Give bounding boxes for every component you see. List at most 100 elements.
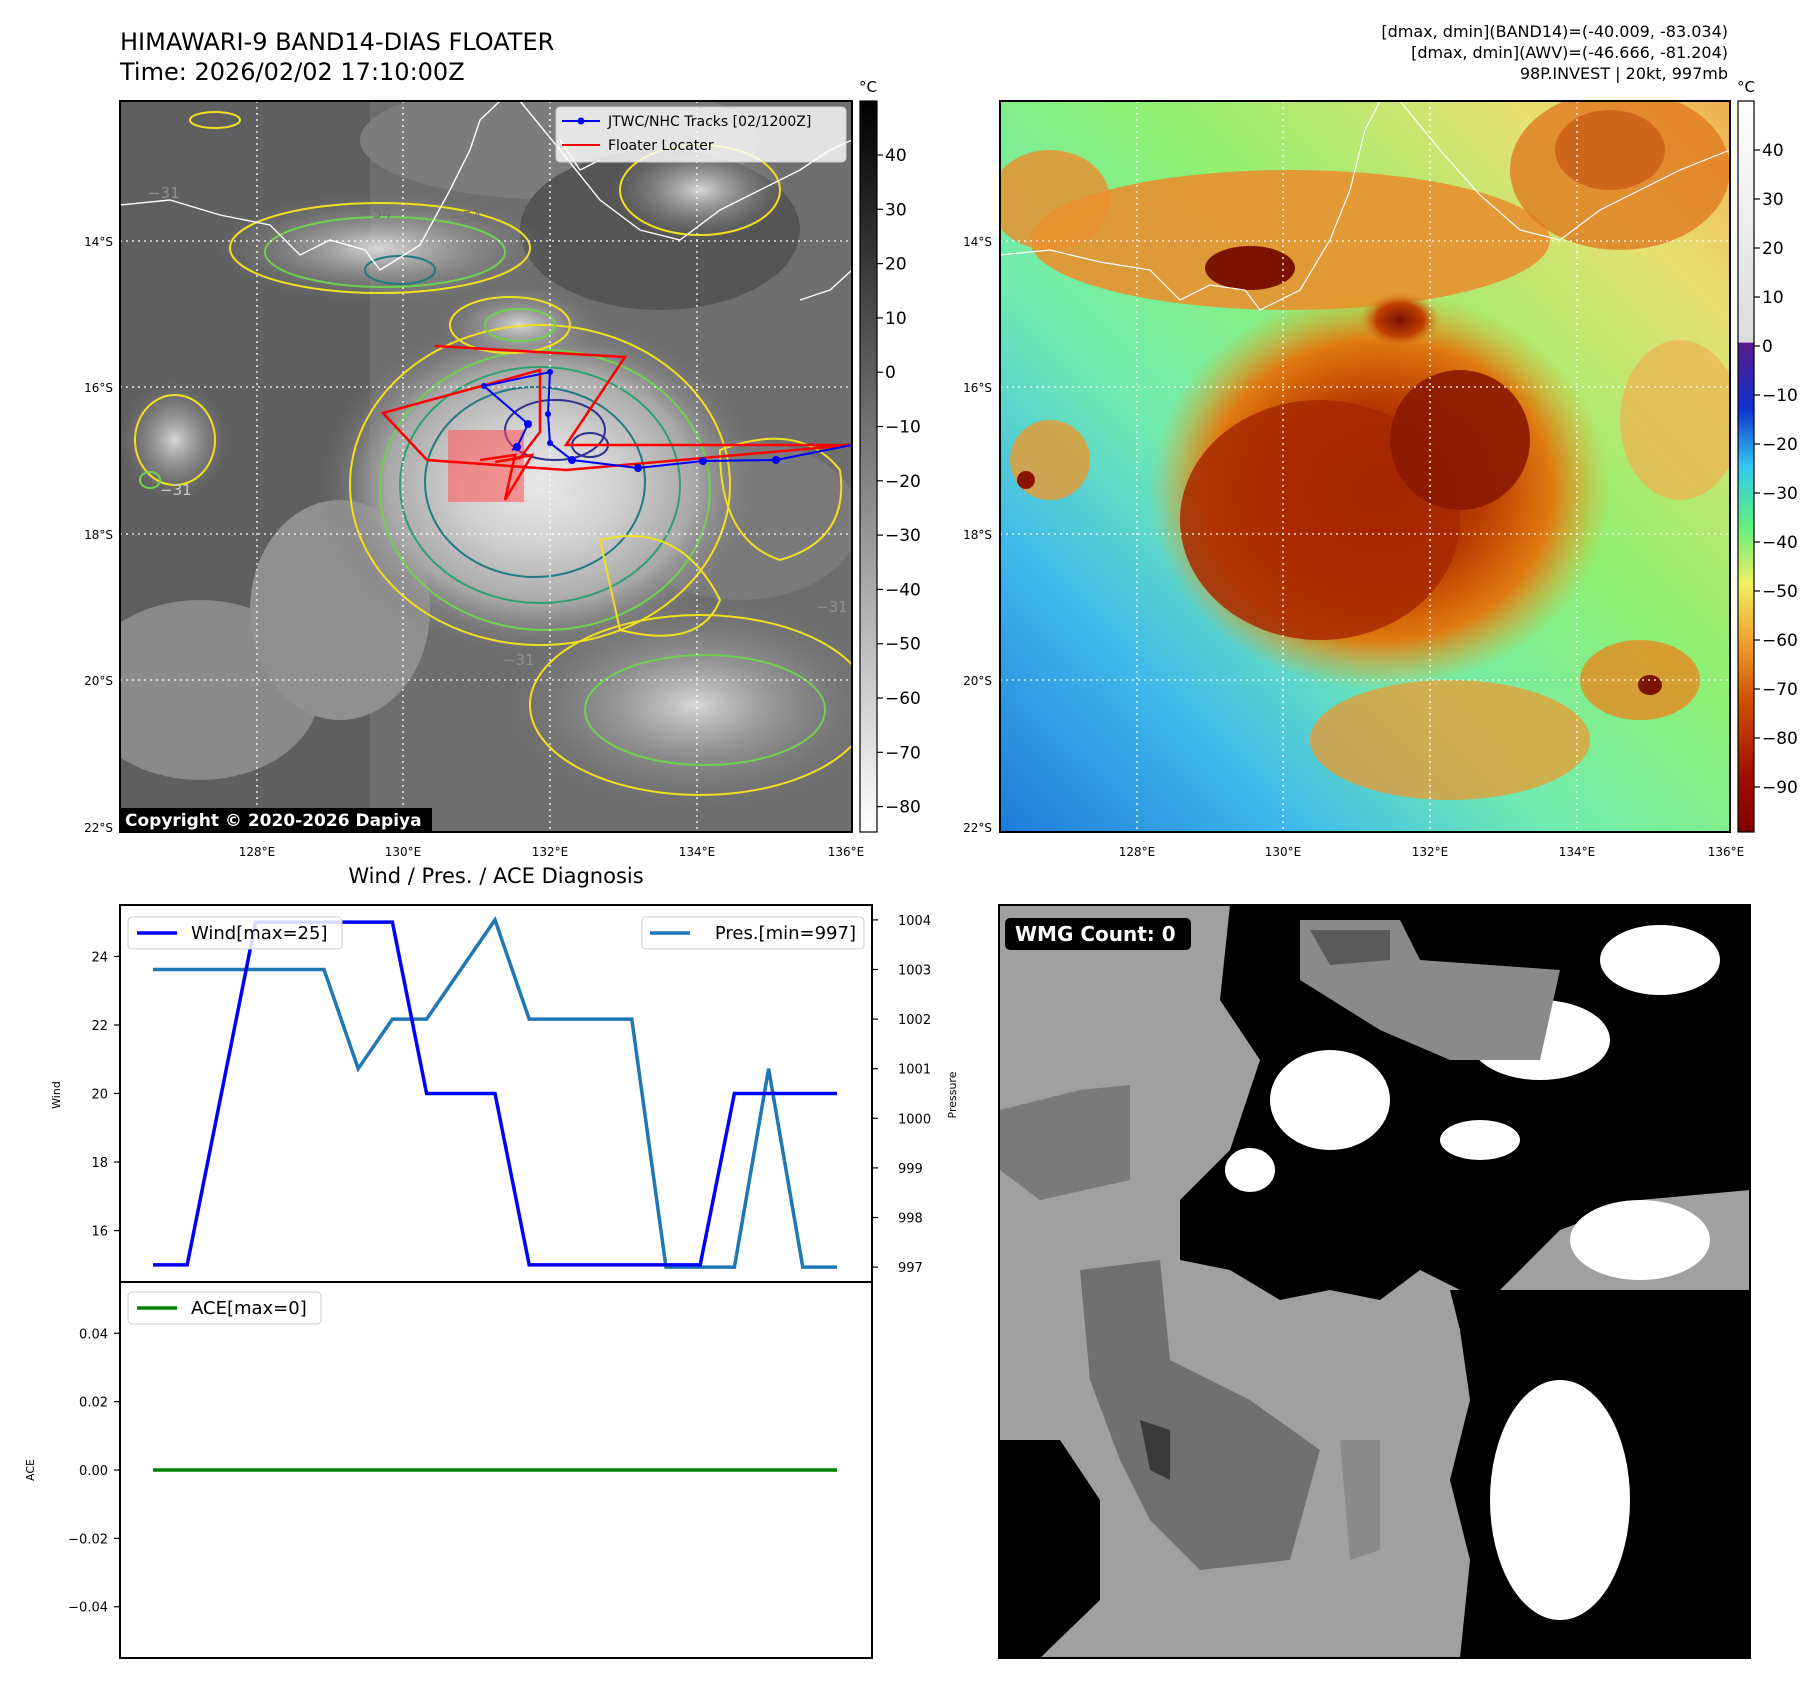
pressure-ytick: 997: [898, 1261, 923, 1276]
lat-tick: 14°S: [963, 235, 992, 249]
contour-label: −31: [816, 598, 848, 616]
ir-colorbar-tick: 40: [885, 146, 907, 166]
figure-time: Time: 2026/02/02 17:10:00Z: [119, 58, 465, 86]
lat-tick: 20°S: [963, 674, 992, 688]
pressure-ytick: 1003: [898, 963, 931, 978]
awv-colorbar-tick: 10: [1762, 288, 1784, 308]
lat-tick: 22°S: [84, 821, 113, 835]
pressure-ytick: 999: [898, 1162, 923, 1177]
ace-ytick: −0.04: [68, 1601, 108, 1616]
lat-tick: 20°S: [84, 674, 113, 688]
wind-ytick: 18: [91, 1156, 108, 1171]
awv-colorbar-tick: 0: [1762, 337, 1773, 357]
lon-tick: 134°E: [679, 845, 716, 859]
awv-colorbar-tick: −80: [1762, 729, 1798, 749]
lon-tick: 134°E: [1559, 845, 1596, 859]
lat-tick: 18°S: [84, 528, 113, 542]
awv-colorbar-tick: 30: [1762, 190, 1784, 210]
contour-label: −31: [503, 651, 535, 669]
pressure-ytick: 1004: [898, 914, 931, 929]
ir-colorbar-tick: 20: [885, 255, 907, 275]
lon-tick: 128°E: [1119, 845, 1156, 859]
awv-panel: 14°S 16°S 18°S 20°S 22°S 128°E 130°E 132…: [963, 78, 1798, 859]
lon-tick: 128°E: [239, 845, 276, 859]
ir-colorbar-tick: −60: [885, 689, 921, 709]
wind-legend: [127, 916, 343, 950]
ir-colorbar-tick: −50: [885, 635, 921, 655]
legend-jtwc-label: JTWC/NHC Tracks [02/1200Z]: [607, 114, 811, 130]
wmg-panel: WMG Count: 0: [998, 904, 1751, 1659]
legend-floater-label: Floater Locater: [608, 138, 714, 154]
pressure-ytick: 1000: [898, 1112, 931, 1127]
lat-tick: 16°S: [84, 381, 113, 395]
wind-ytick: 20: [91, 1088, 108, 1103]
ir-colorbar-tick: −70: [885, 743, 921, 763]
wind-ytick: 22: [91, 1019, 108, 1034]
jtwc-track: [481, 370, 852, 470]
copyright: Copyright © 2020-2026 Dapiya: [125, 811, 422, 831]
awv-colorbar-tick: −70: [1762, 680, 1798, 700]
awv-colorbar-tick: 20: [1762, 239, 1784, 259]
floater-locater-track: [380, 344, 852, 501]
ace-legend: [127, 1291, 322, 1325]
ace-chart: 0.04 0.02 0.00 −0.02 −0.04 ACE ACE[max=0]: [24, 1281, 873, 1659]
figure-title: HIMAWARI-9 BAND14-DIAS FLOATER: [120, 28, 554, 56]
contour-label: −54: [360, 204, 392, 222]
wmg-count-label: WMG Count: 0: [1015, 922, 1176, 946]
ir-colorbar-unit: °C: [859, 78, 877, 96]
lon-tick: 130°E: [1265, 845, 1302, 859]
ace-ytick: 0.02: [79, 1396, 108, 1411]
awv-colorbar-tick: −10: [1762, 386, 1798, 406]
pressure-ytick: 998: [898, 1212, 923, 1227]
storm-info: 98P.INVEST | 20kt, 997mb: [1520, 64, 1728, 83]
ir-colorbar-tick: 30: [885, 200, 907, 220]
lon-tick: 132°E: [1412, 845, 1449, 859]
ir-colorbar-tick: −80: [885, 798, 921, 818]
awv-colorbar: °C 40 30 20 10 0 −10 −20 −30 −40 −50 −60 −70 −80 −90: [1737, 78, 1798, 833]
lon-tick: 136°E: [1708, 845, 1745, 859]
awv-colorbar-tick: −20: [1762, 435, 1798, 455]
ace-ytick: 0.04: [79, 1327, 108, 1342]
lat-tick: 14°S: [84, 235, 113, 249]
ir-colorbar-tick: 0: [885, 363, 896, 383]
lat-tick: 22°S: [963, 821, 992, 835]
ace-ytick: 0.00: [79, 1464, 108, 1479]
diagnosis-title: Wind / Pres. / ACE Diagnosis: [348, 864, 643, 888]
pressure-series-line: [153, 916, 837, 1269]
wind-ytick: 16: [91, 1225, 108, 1240]
pressure-legend-label: Pres.[min=997]: [715, 923, 856, 944]
awv-colorbar-tick: −30: [1762, 484, 1798, 504]
awv-image: [1000, 101, 1730, 832]
pressure-legend: [641, 916, 865, 950]
ir-image: [120, 101, 852, 832]
ir-colorbar: °C 40 30 20 10 0 −10 −20 −30 −40 −50 −60 −70 −80: [859, 78, 921, 833]
wind-ytick: 24: [91, 950, 108, 965]
ir-colorbar-tick: 10: [885, 309, 907, 329]
ace-ylabel: ACE: [24, 1459, 37, 1481]
ir-panel: −31 −54 −54 −31 −31 −31 JTWC/NHC Tracks …: [84, 78, 921, 859]
wind-ylabel: Wind: [50, 1081, 63, 1109]
ir-colorbar-tick: −10: [885, 418, 921, 438]
pressure-ytick: 1002: [898, 1013, 931, 1028]
ir-colorbar-tick: −40: [885, 580, 921, 600]
lat-tick: 16°S: [963, 381, 992, 395]
contour-label: −31: [160, 481, 192, 499]
ir-legend: JTWC/NHC Tracks [02/1200Z] Floater Locat…: [555, 106, 847, 163]
ir-colorbar-tick: −30: [885, 526, 921, 546]
awv-colorbar-tick: −40: [1762, 533, 1798, 553]
wind-pressure-chart: 16 18 20 22 24 997 998 999 1000 1001 1002 1003 1004 W…: [50, 904, 959, 1283]
contour-label: −54: [450, 208, 482, 226]
ace-ytick: −0.02: [68, 1532, 108, 1547]
contour-label: −31: [148, 184, 180, 202]
lon-tick: 136°E: [828, 845, 865, 859]
awv-colorbar-tick: −90: [1762, 778, 1798, 798]
awv-colorbar-tick: −60: [1762, 631, 1798, 651]
lat-tick: 18°S: [963, 528, 992, 542]
awv-colorbar-tick: 40: [1762, 141, 1784, 161]
info-awv: [dmax, dmin](AWV)=(-46.666, -81.204): [1411, 43, 1728, 62]
pressure-ytick: 1001: [898, 1063, 931, 1078]
wind-legend-label: Wind[max=25]: [191, 923, 328, 944]
pressure-ylabel: Pressure: [946, 1071, 959, 1118]
awv-colorbar-unit: °C: [1737, 78, 1755, 96]
